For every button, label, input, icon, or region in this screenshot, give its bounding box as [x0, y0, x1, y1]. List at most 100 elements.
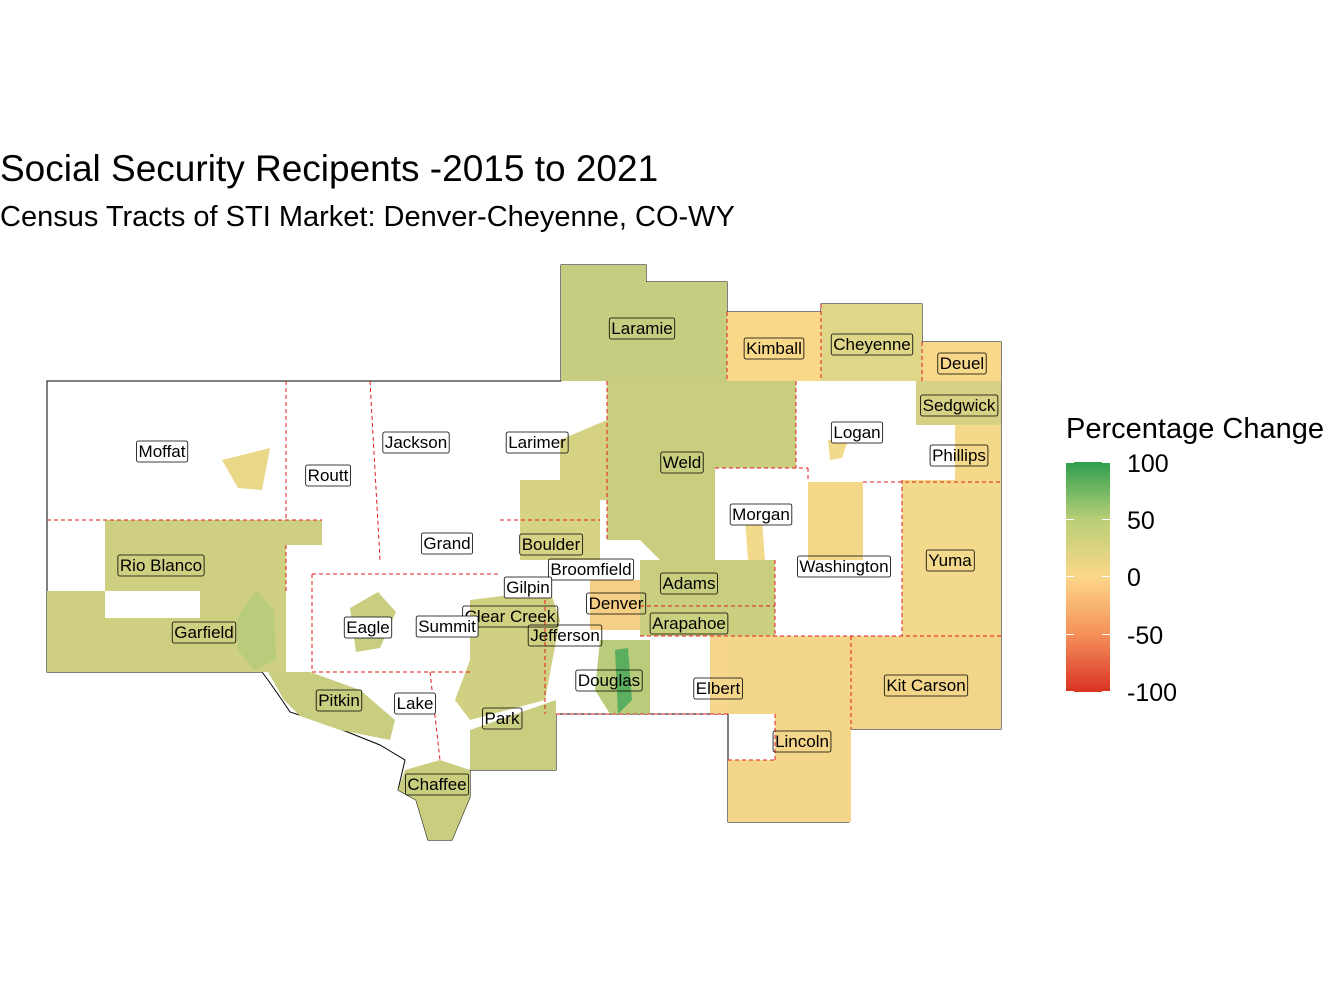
county-label-box [394, 692, 436, 715]
county-name: Denver [589, 594, 644, 613]
legend-tick-mark [1102, 634, 1110, 635]
county-label-box [660, 572, 718, 595]
legend-tick-mark [1102, 691, 1110, 692]
county-label-kit-carson: Kit Carson [883, 674, 969, 697]
county-label-garfield: Garfield [171, 621, 237, 644]
county-label-box [343, 616, 393, 639]
map-title: Social Security Recipents -2015 to 2021 [0, 148, 659, 189]
county-label-box [660, 451, 704, 474]
county-label-box [382, 431, 450, 454]
county-fills [47, 265, 1001, 840]
county-label-box [729, 503, 793, 526]
county-name: Kit Carson [886, 676, 965, 695]
county-label-kimball: Kimball [743, 337, 805, 360]
fill-douglas-green [615, 648, 632, 714]
county-label-box [519, 533, 584, 556]
county-label-box [743, 337, 805, 360]
county-label-box [117, 554, 205, 577]
county-name: Adams [663, 574, 716, 593]
county-name: Clear Creek [465, 607, 556, 626]
legend-title: Percentage Change [1066, 413, 1324, 445]
legend-tick-mark [1066, 576, 1074, 577]
county-label-lake: Lake [394, 692, 436, 715]
county-label-box [797, 555, 891, 578]
county-label-box [315, 689, 363, 712]
county-name: Washington [799, 557, 888, 576]
county-label-weld: Weld [660, 451, 704, 474]
county-name: Arapahoe [652, 614, 726, 633]
county-name: Elbert [696, 679, 741, 698]
legend-tick-mark [1066, 634, 1074, 635]
county-label-box [305, 464, 351, 487]
county-label-box [420, 532, 474, 555]
legend-label-0: 0 [1127, 564, 1141, 592]
legend-label-neg100: -100 [1127, 679, 1178, 707]
county-label-box [772, 730, 832, 753]
fill-washington-part [808, 482, 863, 560]
county-label-box [830, 333, 914, 356]
fill-rio-blanco [47, 520, 322, 620]
county-label-arapahoe: Arapahoe [649, 612, 729, 635]
county-label-box [136, 440, 189, 463]
county-name: Lincoln [775, 732, 829, 751]
county-label-larimer: Larimer [505, 431, 569, 454]
county-label-eagle: Eagle [343, 616, 393, 639]
county-label-jefferson: Jefferson [527, 624, 603, 647]
county-name: Gilpin [506, 578, 549, 597]
county-label-box [527, 624, 603, 647]
fill-garfield-green [236, 590, 276, 670]
county-labels: Laramie Kimball Cheyenne Deuel Sedgwick Logan… [117, 317, 999, 796]
fill-sedgwick [916, 381, 1001, 425]
county-label-sedgwick: Sedgwick [920, 394, 999, 417]
fill-denver [590, 580, 640, 630]
county-name: Morgan [732, 505, 790, 524]
county-label-lincoln: Lincoln [772, 730, 832, 753]
legend-tick-mark [1066, 462, 1074, 463]
county-name: Jackson [385, 433, 447, 452]
county-label-box [503, 576, 553, 599]
fill-adams [640, 560, 775, 606]
county-label-grand: Grand [420, 532, 474, 555]
county-label-broomfield: Broomfield [547, 558, 635, 581]
legend-label-neg50: -50 [1127, 622, 1164, 650]
legend-label-100: 100 [1127, 450, 1169, 478]
county-label-box [415, 615, 479, 638]
fill-park [470, 700, 556, 770]
county-name: Weld [663, 453, 701, 472]
legend-tick-mark [1102, 576, 1110, 577]
fill-yuma [902, 480, 1001, 636]
county-label-box [929, 444, 989, 467]
county-name: Summit [418, 617, 476, 636]
county-name: Phillips [932, 446, 986, 465]
county-name: Larimer [508, 433, 566, 452]
county-label-boulder: Boulder [519, 533, 584, 556]
county-name: Garfield [174, 623, 234, 642]
county-label-gilpin: Gilpin [503, 576, 553, 599]
county-label-box [482, 707, 523, 730]
county-label-rio-blanco: Rio Blanco [117, 554, 205, 577]
fill-chaffee [398, 760, 470, 840]
fill-deuel [922, 342, 1001, 381]
county-label-morgan: Morgan [729, 503, 793, 526]
county-name: Broomfield [550, 560, 631, 579]
county-label-jackson: Jackson [382, 431, 450, 454]
county-label-yuma: Yuma [925, 549, 975, 572]
fill-kit-carson [851, 636, 1001, 729]
county-label-box [937, 352, 987, 375]
fill-cheyenne [821, 304, 922, 381]
county-label-box [925, 549, 975, 572]
county-label-cheyenne: Cheyenne [830, 333, 914, 356]
fill-laramie [561, 265, 727, 381]
county-label-routt: Routt [305, 464, 351, 487]
county-label-box [171, 621, 237, 644]
fill-morgan-strip [745, 520, 765, 560]
county-name: Park [485, 709, 520, 728]
county-label-box [693, 677, 743, 700]
county-name: Cheyenne [833, 335, 911, 354]
county-label-phillips: Phillips [929, 444, 989, 467]
county-name: Boulder [522, 535, 581, 554]
county-name: Kimball [746, 339, 802, 358]
county-label-box [883, 674, 969, 697]
fill-moffat-blob [222, 448, 270, 490]
